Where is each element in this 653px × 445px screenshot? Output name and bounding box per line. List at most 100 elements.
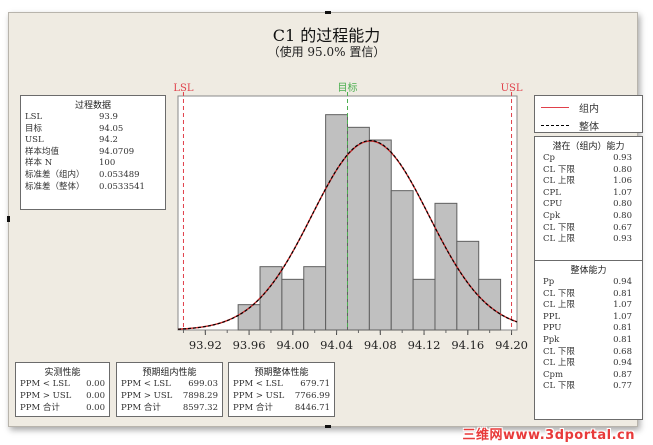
process-data-row: LSL 93.9: [21, 112, 165, 124]
within-capability-row: CL 下限 0.67: [535, 223, 642, 235]
row-label: PPL: [543, 311, 561, 322]
expected-overall-performance-box: 预期整体性能 PPM < LSL 679.71 PPM > USL 7766.99 PP…: [228, 362, 335, 417]
row-value: 93.9: [99, 112, 118, 122]
row-value: 0.68: [613, 346, 632, 357]
overall-capability-row: CL 下限 0.81: [535, 289, 642, 301]
overall-capability-row: CL 上限 1.07: [535, 300, 642, 312]
row-value: 0.81: [613, 334, 632, 345]
row-value: 0.87: [613, 369, 632, 380]
expected-overall-performance-row: PPM > USL 7766.99: [229, 391, 334, 403]
row-label: Ppk: [543, 334, 560, 345]
row-label: Cp: [543, 153, 555, 163]
row-label: 目标: [25, 123, 43, 134]
row-value: 1.06: [613, 176, 632, 187]
row-label: CPL: [543, 187, 561, 198]
row-label: CL 下限: [543, 346, 575, 357]
row-value: 1.07: [613, 300, 632, 311]
expected-within-performance-row: PPM 合计 8597.32: [117, 403, 222, 415]
row-value: 0.77: [613, 381, 632, 392]
row-value: 0.00: [86, 379, 105, 389]
row-label: CL 上限: [543, 300, 575, 311]
row-label: 标准差（整体）: [25, 181, 85, 192]
process-data-header: 过程数据: [74, 101, 111, 111]
row-value: 0.053489: [99, 169, 140, 180]
row-value: 0.67: [613, 222, 632, 233]
legend-overall-label: 整体: [579, 122, 599, 133]
row-label: 样本均值: [25, 146, 60, 157]
overall-capability-row: CL 上限 0.94: [535, 358, 642, 370]
process-data-row: USL 94.2: [21, 135, 165, 147]
legend: 组内 整体: [534, 95, 643, 133]
row-value: 0.94: [613, 358, 632, 369]
observed-performance-box: 实测性能 PPM < LSL 0.00 PPM > USL 0.00 PPM 合计 0.0…: [15, 362, 110, 417]
expected-within-performance-row: PPM > USL 7898.29: [117, 391, 222, 403]
process-data-row: 样本 N 100: [21, 158, 165, 170]
row-label: CL 上限: [543, 234, 575, 245]
expected-within-performance-box: 预期组内性能 PPM < LSL 699.03 PPM > USL 7898.29 PP…: [116, 362, 223, 417]
resize-handle-left[interactable]: [7, 216, 10, 222]
row-label: PPM < LSL: [20, 379, 70, 389]
row-label: PPM > USL: [121, 390, 173, 401]
within-capability-header: 潜在（组内）能力: [552, 142, 625, 152]
overall-capability-header: 整体能力: [570, 266, 607, 276]
expected-overall-performance-row: PPM < LSL 679.71: [229, 379, 334, 391]
row-value: 100: [99, 158, 116, 169]
row-value: 1.07: [613, 311, 632, 322]
within-capability-row: CL 上限 0.93: [535, 234, 642, 246]
chart-subtitle: （使用 95.0% 置信）: [267, 45, 386, 59]
row-label: PPM > USL: [20, 390, 72, 401]
row-label: CL 下限: [543, 164, 575, 175]
within-capability-row: Cp 0.93: [535, 153, 642, 165]
row-value: 0.00: [86, 390, 105, 401]
resize-handle-top[interactable]: [325, 11, 331, 14]
overall-capability-row: CL 下限 0.68: [535, 347, 642, 359]
row-value: 0.81: [613, 288, 632, 299]
resize-handle-bottom[interactable]: [325, 425, 331, 428]
observed-performance-row: PPM < LSL 0.00: [16, 379, 109, 391]
within-capability-row: CL 下限 0.80: [535, 165, 642, 177]
row-value: 8597.32: [182, 402, 218, 413]
overall-capability-row: Cpm 0.87: [535, 370, 642, 382]
row-value: 0.00: [86, 402, 105, 413]
row-label: CPU: [543, 199, 563, 210]
legend-dashed-line-icon: [541, 125, 569, 126]
row-label: PPM 合计: [233, 402, 273, 413]
expected-within-performance-row: PPM < LSL 699.03: [117, 379, 222, 391]
overall-capability-box: 整体能力 Pp 0.94 CL 下限 0.81 CL 上限 1.07 PPL 1.07 PPU 0…: [534, 260, 643, 420]
row-label: Cpk: [543, 210, 561, 221]
row-value: 0.81: [613, 323, 632, 334]
row-label: CL 上限: [543, 358, 575, 369]
row-label: CL 上限: [543, 176, 575, 187]
row-label: PPM < LSL: [233, 379, 283, 389]
within-capability-row: Cpk 0.80: [535, 211, 642, 223]
row-label: PPM 合计: [121, 402, 161, 413]
within-capability-row: CL 上限 1.06: [535, 176, 642, 188]
row-label: CL 下限: [543, 288, 575, 299]
row-value: 0.0533541: [99, 181, 145, 192]
within-capability-box: 潜在（组内）能力 Cp 0.93 CL 下限 0.80 CL 上限 1.06 CPL 1.07…: [534, 136, 643, 261]
overall-capability-row: PPL 1.07: [535, 312, 642, 324]
row-label: 样本 N: [25, 158, 53, 169]
observed-performance-row: PPM > USL 0.00: [16, 391, 109, 403]
legend-within-label: 组内: [579, 104, 599, 115]
row-value: 8446.71: [294, 402, 330, 413]
expected-overall-performance-header: 预期整体性能: [254, 368, 309, 378]
process-data-row: 标准差（组内） 0.053489: [21, 170, 165, 182]
row-value: 1.07: [613, 187, 632, 198]
process-data-row: 样本均值 94.0709: [21, 147, 165, 159]
row-value: 94.2: [99, 135, 118, 146]
row-value: 0.80: [613, 199, 632, 210]
row-value: 0.94: [613, 277, 632, 287]
row-value: 0.93: [613, 153, 632, 163]
within-capability-row: CPU 0.80: [535, 199, 642, 211]
row-value: 94.0709: [99, 146, 135, 157]
expected-within-performance-header: 预期组内性能: [142, 368, 197, 378]
overall-capability-row: Ppk 0.81: [535, 335, 642, 347]
row-label: PPU: [543, 323, 562, 334]
row-value: 7766.99: [294, 390, 330, 401]
overall-capability-row: CL 下限 0.77: [535, 381, 642, 393]
within-capability-row: CPL 1.07: [535, 188, 642, 200]
row-value: 7898.29: [182, 390, 218, 401]
row-label: CL 下限: [543, 381, 575, 392]
row-label: 标准差（组内）: [25, 169, 85, 180]
